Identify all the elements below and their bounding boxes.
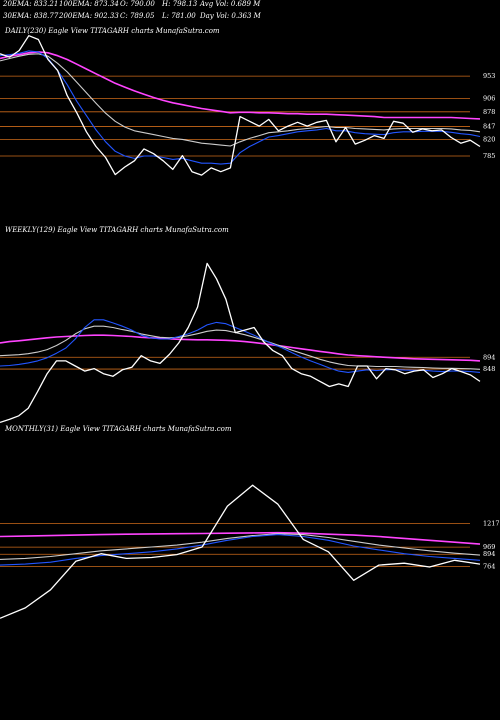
- ema-long-line: [0, 531, 481, 545]
- ema-long-line: [0, 334, 481, 362]
- ema-fast-line: [0, 319, 481, 373]
- price-line: [0, 35, 481, 176]
- ema-fast-line: [0, 50, 481, 165]
- ema-mid-line: [0, 53, 481, 147]
- reference-line-label: 953: [483, 72, 495, 80]
- low-value: L: 781.00: [162, 12, 196, 20]
- day-volume: Day Vol: 0.363 M: [200, 12, 261, 20]
- weekly-chart: 894 848: [0, 262, 495, 424]
- ema20-value: 20EMA: 833.21: [3, 0, 59, 8]
- reference-line-label: 969: [483, 543, 495, 551]
- reference-line-label: 894: [483, 550, 495, 558]
- daily-chart-title: DAILY(230) Eagle View TITAGARH charts Mu…: [5, 27, 220, 35]
- price-line: [0, 262, 481, 424]
- reference-line-label: 847: [483, 123, 495, 131]
- ema100-value: 100EMA: 873.34: [59, 0, 119, 8]
- ema-fast-line: [0, 534, 481, 566]
- high-value: H: 798.13: [162, 0, 198, 8]
- ema-mid-line: [0, 533, 481, 560]
- monthly-chart-title: MONTHLY(31) Eagle View TITAGARH charts M…: [5, 425, 232, 433]
- ema-long-line: [0, 51, 481, 120]
- reference-line-label: 785: [483, 152, 495, 160]
- reference-line-label: 764: [483, 563, 495, 571]
- reference-line-label: 848: [483, 365, 495, 373]
- reference-line-label: 820: [483, 135, 495, 143]
- daily-chart: 953 906 878 847 820 785: [0, 35, 495, 176]
- open-value: O: 790.00: [120, 0, 155, 8]
- price-line: [0, 484, 481, 619]
- reference-line-label: 894: [483, 353, 495, 361]
- avg-volume: Avg Vol: 0.689 M: [200, 0, 261, 8]
- reference-line-label: 1217: [483, 520, 500, 528]
- ema200-value: 200EMA: 902.33: [59, 12, 119, 20]
- close-value: C: 789.05: [120, 12, 155, 20]
- reference-line-label: 878: [483, 108, 495, 116]
- weekly-chart-title: WEEKLY(129) Eagle View TITAGARH charts M…: [5, 226, 229, 234]
- ema-mid-line: [0, 325, 481, 370]
- reference-line-label: 906: [483, 94, 495, 102]
- ema30-value: 30EMA: 838.77: [3, 12, 59, 20]
